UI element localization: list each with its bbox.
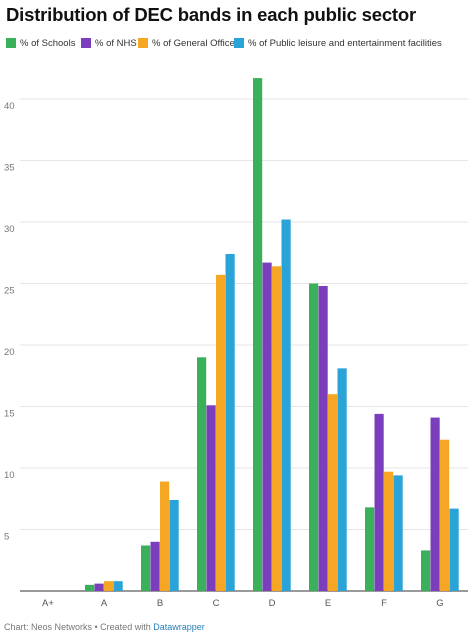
- bar-E-series-2: [328, 394, 338, 591]
- legend-swatch-leisure: [234, 38, 244, 48]
- bar-B-series-0: [141, 545, 151, 591]
- bar-A-series-0: [85, 584, 95, 591]
- legend: % of Schools % of NHS % of General Offic…: [6, 36, 468, 52]
- bar-C-series-2: [216, 274, 226, 591]
- bar-E-series-3: [337, 368, 347, 591]
- bar-C-series-1: [206, 405, 216, 591]
- legend-item-nhs: % of NHS: [81, 36, 137, 50]
- bar-G-series-0: [421, 550, 431, 591]
- y-tick-label-30: 30: [4, 224, 15, 235]
- legend-label-schools: % of Schools: [20, 37, 76, 49]
- bar-F-series-3: [393, 475, 403, 591]
- y-tick-label-15: 15: [4, 409, 15, 420]
- bar-F-series-1: [374, 413, 384, 591]
- y-tick-label-5: 5: [4, 532, 9, 543]
- bar-D-series-0: [253, 78, 263, 592]
- bar-D-series-2: [272, 266, 282, 591]
- x-tick-label-C: C: [213, 598, 220, 609]
- bar-B-series-2: [160, 481, 170, 591]
- legend-label-nhs: % of NHS: [95, 37, 137, 49]
- chart-footer: Chart: Neos Networks • Created with Data…: [4, 622, 205, 632]
- x-tick-label-B: B: [157, 598, 163, 609]
- x-tick-label-A: A: [101, 598, 108, 609]
- legend-item-leisure: % of Public leisure and entertainment fa…: [234, 36, 442, 50]
- bar-D-series-3: [281, 219, 291, 592]
- bar-D-series-1: [262, 262, 272, 591]
- bar-A-series-1: [94, 583, 104, 591]
- bar-F-series-0: [365, 507, 375, 591]
- bar-G-series-2: [440, 439, 450, 591]
- bar-A-series-2: [104, 581, 114, 591]
- x-tick-label-G: G: [436, 598, 443, 609]
- y-tick-label-35: 35: [4, 163, 15, 174]
- legend-swatch-schools: [6, 38, 16, 48]
- bar-C-series-0: [197, 357, 207, 591]
- x-tick-label-E: E: [325, 598, 331, 609]
- legend-item-schools: % of Schools: [6, 36, 75, 50]
- bar-G-series-1: [430, 417, 440, 591]
- footer-credit: Chart: Neos Networks • Created with: [4, 622, 154, 632]
- datawrapper-link[interactable]: Datawrapper: [153, 622, 205, 632]
- x-tick-label-A+: A+: [42, 598, 54, 609]
- bar-E-series-1: [318, 285, 328, 591]
- bar-A-series-3: [113, 581, 123, 591]
- legend-swatch-general-office: [138, 38, 148, 48]
- x-tick-label-D: D: [269, 598, 276, 609]
- x-tick-label-F: F: [381, 598, 387, 609]
- legend-label-leisure: % of Public leisure and entertainment fa…: [248, 37, 442, 49]
- legend-swatch-nhs: [81, 38, 91, 48]
- y-tick-label-25: 25: [4, 286, 15, 297]
- bar-B-series-3: [169, 499, 179, 591]
- bar-E-series-0: [309, 283, 319, 591]
- bar-C-series-3: [225, 253, 235, 592]
- bar-G-series-3: [449, 508, 459, 591]
- legend-item-general-office: % of General Office: [138, 36, 235, 50]
- y-tick-label-40: 40: [4, 101, 15, 112]
- chart-title: Distribution of DEC bands in each public…: [6, 4, 416, 25]
- y-tick-label-20: 20: [4, 347, 15, 358]
- y-tick-label-10: 10: [4, 470, 15, 481]
- bar-B-series-1: [150, 541, 160, 591]
- legend-label-general-office: % of General Office: [152, 37, 235, 49]
- bar-F-series-2: [384, 471, 394, 591]
